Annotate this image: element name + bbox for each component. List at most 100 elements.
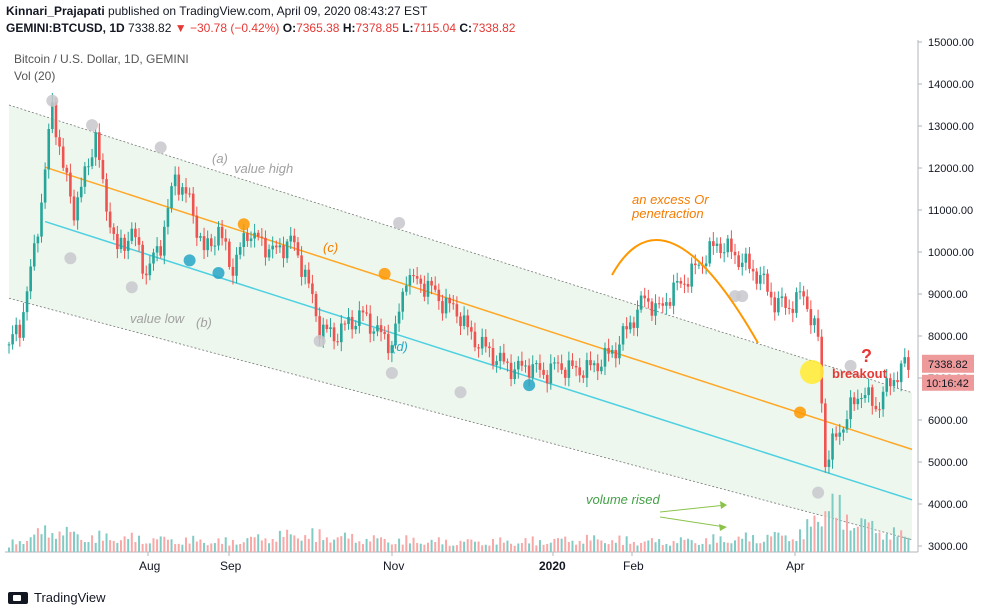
candle-body xyxy=(704,263,708,266)
volume-bar xyxy=(445,539,448,552)
volume-bar xyxy=(546,543,549,552)
volume-bar xyxy=(365,538,368,552)
volume-bar xyxy=(853,527,856,552)
candle xyxy=(690,257,693,293)
candle-body xyxy=(693,263,697,266)
publish-text: published on TradingView.com, April 09, … xyxy=(108,4,428,18)
candle xyxy=(477,343,480,358)
candle-body xyxy=(159,246,163,256)
candle-body xyxy=(307,269,311,284)
candle-body xyxy=(415,276,419,279)
countdown-tag-label: 10:16:42 xyxy=(926,378,969,390)
candle-body xyxy=(712,241,715,246)
volume-bar xyxy=(762,541,765,552)
author-name[interactable]: Kinnari_Prajapati xyxy=(6,4,105,18)
candle-body xyxy=(726,238,730,253)
candle xyxy=(621,323,625,351)
candle xyxy=(878,402,881,418)
candle xyxy=(289,226,293,249)
candle xyxy=(578,358,581,383)
candle-body xyxy=(448,297,451,304)
volume-bar xyxy=(51,533,54,552)
candle-body xyxy=(480,336,484,349)
candle xyxy=(123,234,126,259)
candle-body xyxy=(43,169,47,203)
volume-bar xyxy=(690,540,693,552)
candle-body xyxy=(513,369,516,380)
candle xyxy=(665,292,668,315)
volume-bar xyxy=(802,539,805,552)
candle xyxy=(271,236,274,259)
candle-body xyxy=(267,249,271,258)
candle xyxy=(379,318,383,342)
volume-bar xyxy=(567,542,570,552)
candle-body xyxy=(563,369,567,378)
volume-bar xyxy=(163,536,166,552)
candle xyxy=(795,287,798,318)
volume-bar xyxy=(311,528,314,552)
footer: TradingView xyxy=(8,590,106,605)
candle-body xyxy=(824,403,827,467)
candle-body xyxy=(303,269,307,277)
candle-body xyxy=(748,253,751,269)
volume-bar xyxy=(210,543,213,552)
candle-body xyxy=(386,333,390,354)
candle-body xyxy=(405,285,408,292)
volume-bar xyxy=(593,535,596,552)
candle xyxy=(758,266,762,291)
volume-bar xyxy=(885,533,888,552)
candle-body xyxy=(141,244,144,274)
volume-bar xyxy=(676,543,679,552)
candle-body xyxy=(874,405,878,410)
candle xyxy=(72,189,76,226)
volume-bar xyxy=(809,526,812,552)
candle xyxy=(784,293,787,315)
volume-bar xyxy=(784,535,787,552)
candle-body xyxy=(715,243,719,246)
volume-bar xyxy=(585,534,588,552)
volume-bar xyxy=(109,540,112,552)
open-label: O: xyxy=(282,21,297,35)
volume-bar xyxy=(748,541,751,552)
candle-body xyxy=(589,360,592,366)
candle xyxy=(596,354,600,381)
high-label: H: xyxy=(342,21,356,35)
candle-body xyxy=(477,347,480,349)
volume-bar xyxy=(701,543,704,552)
volume-bar xyxy=(394,544,397,552)
candle-body xyxy=(683,283,686,285)
candle-body xyxy=(722,252,726,254)
volume-bar xyxy=(271,539,274,552)
volume-bar xyxy=(640,542,643,552)
footer-brand[interactable]: TradingView xyxy=(34,590,106,605)
candle-body xyxy=(849,397,852,420)
candle-body xyxy=(618,344,621,359)
candle xyxy=(173,166,177,196)
volume-bar xyxy=(708,544,711,552)
volume-bar xyxy=(813,515,816,552)
x-tick-label: 2020 xyxy=(539,559,566,573)
volume-bar xyxy=(65,526,68,552)
candle xyxy=(311,274,314,304)
candle xyxy=(307,262,311,289)
volume-bar xyxy=(105,533,108,552)
candle-body xyxy=(206,238,209,251)
candle xyxy=(668,297,672,309)
candle xyxy=(264,230,267,266)
candle xyxy=(643,287,647,308)
candle xyxy=(675,272,679,291)
candle xyxy=(860,393,863,409)
candle-body xyxy=(654,303,657,316)
low-value: 7115.04 xyxy=(413,21,457,35)
volume-bar xyxy=(842,529,845,552)
candle xyxy=(805,289,809,312)
candle xyxy=(98,123,101,168)
volume-bar xyxy=(860,518,863,552)
volume-bar xyxy=(726,542,729,552)
volume-bar xyxy=(788,541,791,552)
candle-body xyxy=(372,331,376,334)
volume-bar xyxy=(730,543,733,552)
candle-body xyxy=(831,433,834,460)
volume-bar xyxy=(553,538,556,552)
